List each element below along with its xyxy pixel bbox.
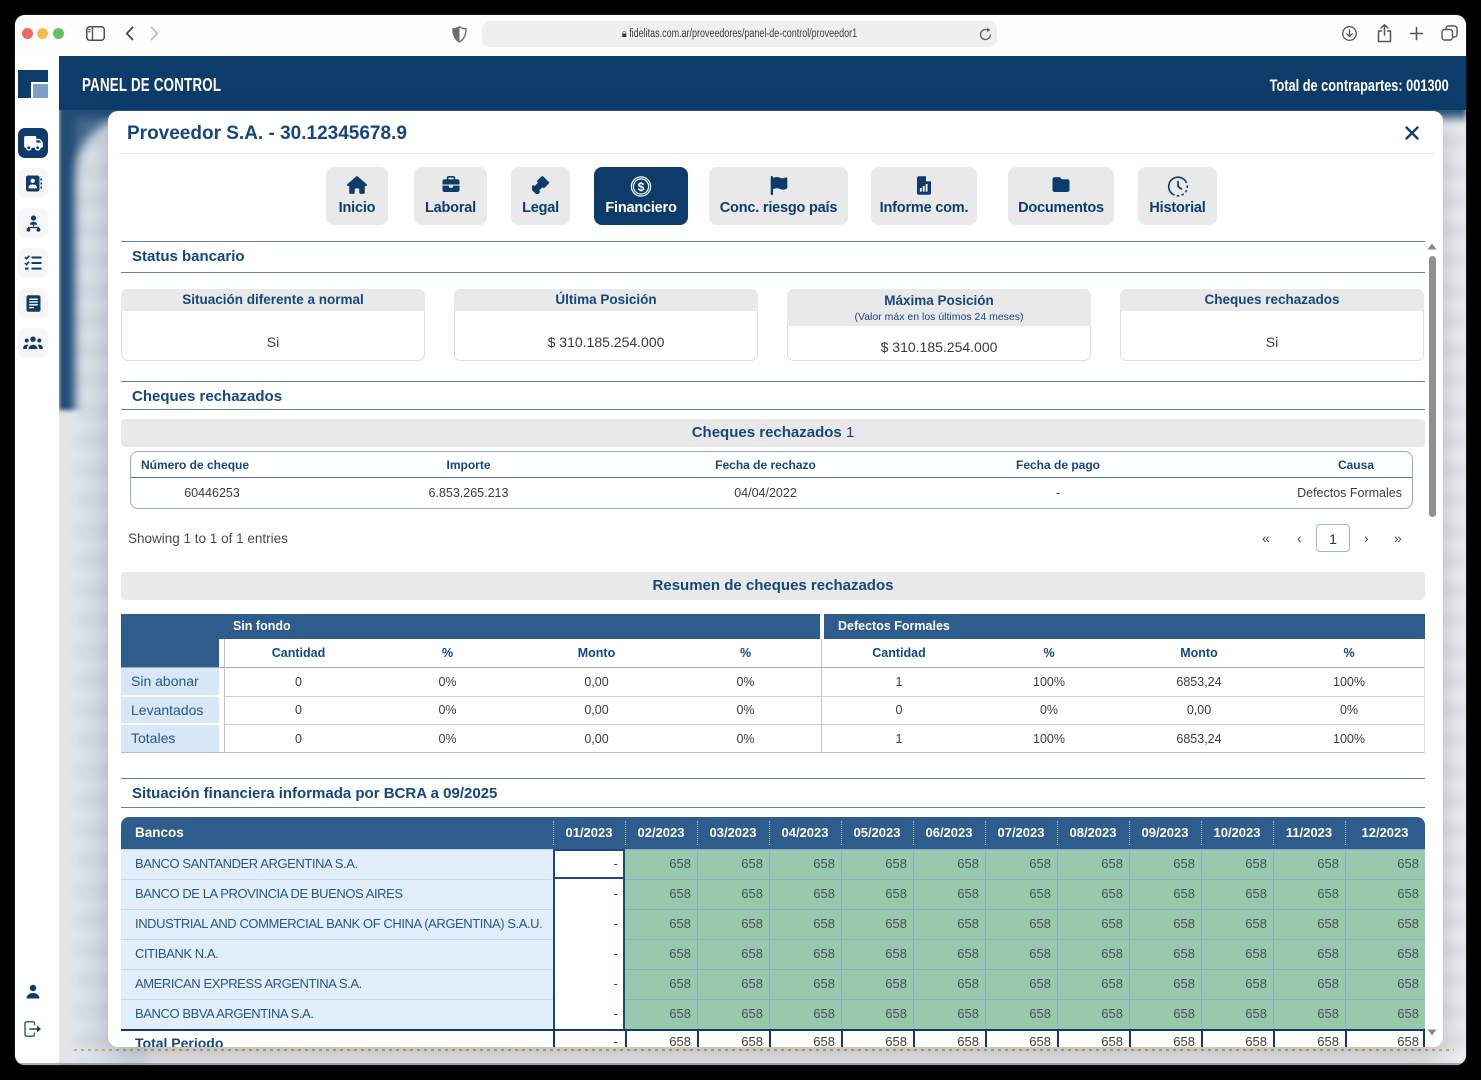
- svg-text:$: $: [638, 180, 645, 194]
